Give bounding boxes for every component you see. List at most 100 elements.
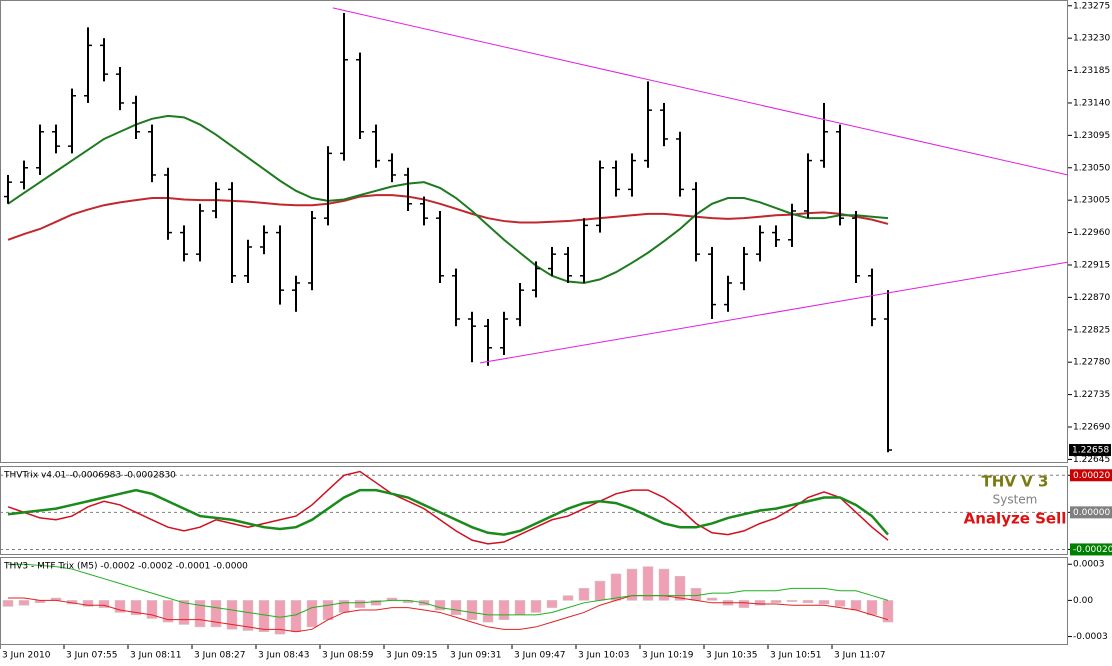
- x-tick-label: 3 Jun 11:07: [834, 651, 885, 661]
- histogram-bar: [674, 576, 686, 601]
- x-tick-label: 3 Jun 10:19: [642, 651, 694, 661]
- histogram-bar: [850, 600, 862, 611]
- histogram-bar: [18, 600, 30, 606]
- histogram-bar: [290, 600, 302, 632]
- y-tick-label: 0.0003: [1073, 560, 1105, 570]
- histogram-bar: [2, 600, 14, 607]
- x-tick-label: 3 Jun 09:47: [514, 651, 565, 661]
- y-tick-label: 1.22735: [1073, 390, 1110, 400]
- histogram-bar: [434, 600, 446, 611]
- histogram-bar: [242, 600, 254, 631]
- y-tick-label: 1.22825: [1073, 325, 1110, 335]
- histogram-bar: [306, 600, 318, 628]
- series-line: [8, 563, 889, 618]
- y-tick-label: 1.23005: [1073, 196, 1110, 206]
- histogram-bar: [786, 600, 798, 602]
- annotation: System: [993, 493, 1038, 507]
- histogram-bar: [178, 600, 190, 625]
- histogram-bar: [738, 600, 750, 608]
- x-tick-label: 3 Jun 07:55: [66, 651, 117, 661]
- y-tick-label: -0.0003: [1073, 632, 1108, 642]
- histogram-bar: [770, 600, 782, 604]
- histogram-bar: [562, 595, 574, 601]
- histogram-bar: [658, 568, 670, 601]
- histogram-bar: [594, 580, 606, 601]
- histogram-bar: [466, 600, 478, 620]
- x-tick-label: 3 Jun 09:15: [386, 651, 437, 661]
- series-line: [7, 114, 889, 284]
- y-tick-label: -0.00020: [1073, 545, 1112, 555]
- histogram-bar: [642, 566, 654, 601]
- y-tick-label: 1.23140: [1073, 98, 1110, 108]
- indicator-label: THVTrix v4.01 -0.0006983 -0.0002830: [3, 471, 176, 481]
- histogram-bar: [450, 600, 462, 616]
- histogram-bar: [114, 600, 126, 613]
- y-tick-label: 1.22690: [1073, 422, 1110, 432]
- x-tick-label: 3 Jun 09:31: [450, 651, 501, 661]
- x-tick-label: 3 Jun 08:59: [322, 651, 374, 661]
- panel-frame: [0, 0, 1068, 463]
- annotation: Analyze Sell: [964, 510, 1067, 528]
- histogram-bar: [626, 568, 638, 601]
- histogram-bar: [482, 600, 494, 623]
- histogram-bar: [98, 600, 110, 608]
- y-tick-label: 0.00: [1073, 596, 1093, 606]
- y-tick-label: 1.23095: [1073, 131, 1110, 141]
- histogram-bar: [754, 600, 766, 606]
- y-tick-label: 1.22780: [1073, 358, 1110, 368]
- annotation: THV V 3: [982, 473, 1049, 491]
- histogram-bar: [210, 600, 222, 628]
- last-price-box: [1069, 444, 1111, 457]
- histogram-bar: [866, 600, 878, 616]
- histogram-bar: [706, 597, 718, 601]
- histogram-bar: [82, 600, 94, 607]
- histogram-bar: [194, 600, 206, 628]
- x-tick-label: 3 Jun 10:51: [770, 651, 821, 661]
- x-tick-label: 3 Jun 08:43: [258, 651, 309, 661]
- y-tick-label: 1.22915: [1073, 260, 1110, 270]
- last-price-label: 1.22658: [1072, 446, 1109, 456]
- histogram-bar: [130, 600, 142, 616]
- series-line: [479, 261, 1069, 364]
- y-tick-box: [1070, 506, 1112, 519]
- histogram-bar: [546, 600, 558, 608]
- y-tick-label: 0.00020: [1073, 471, 1110, 481]
- series-line: [8, 595, 889, 633]
- series-line: [332, 7, 1069, 176]
- series-line: [7, 488, 889, 536]
- histogram-bar: [610, 573, 622, 601]
- histogram-bar: [370, 600, 382, 606]
- histogram-bar: [530, 600, 542, 613]
- y-tick-label: 0.00000: [1073, 508, 1110, 518]
- y-tick-label: 1.22645: [1073, 455, 1110, 465]
- y-tick-box: [1070, 469, 1112, 482]
- histogram-bar: [802, 600, 814, 604]
- y-tick-label: 1.23275: [1073, 1, 1110, 11]
- y-tick-label: 1.22870: [1073, 293, 1110, 303]
- x-tick-label: 3 Jun 10:35: [706, 651, 757, 661]
- series-line: [7, 194, 889, 241]
- histogram-bar: [690, 588, 702, 601]
- histogram-bar: [578, 588, 590, 601]
- x-tick-label: 3 Jun 10:03: [578, 651, 629, 661]
- x-tick-label: 3 Jun 08:27: [194, 651, 245, 661]
- y-tick-label: 1.23050: [1073, 163, 1110, 173]
- histogram-bar: [354, 600, 366, 608]
- y-tick-label: 1.23185: [1073, 66, 1110, 76]
- indicator-label: THV3 - MTF Trix (M5) -0.0002 -0.0002 -0.…: [3, 562, 248, 572]
- y-tick-label: 1.22960: [1073, 228, 1110, 238]
- histogram-bar: [818, 600, 830, 605]
- histogram-bar: [514, 600, 526, 616]
- y-tick-label: 1.23230: [1073, 34, 1110, 44]
- histogram-bar: [258, 600, 270, 632]
- panel-frame: [0, 466, 1068, 555]
- histogram-bar: [226, 600, 238, 630]
- histogram-bar: [146, 600, 158, 619]
- y-tick-box: [1070, 543, 1112, 556]
- histogram-bar: [338, 600, 350, 613]
- histogram-bar: [498, 600, 510, 620]
- histogram-bar: [162, 600, 174, 623]
- x-tick-label: 3 Jun 2010: [2, 651, 51, 661]
